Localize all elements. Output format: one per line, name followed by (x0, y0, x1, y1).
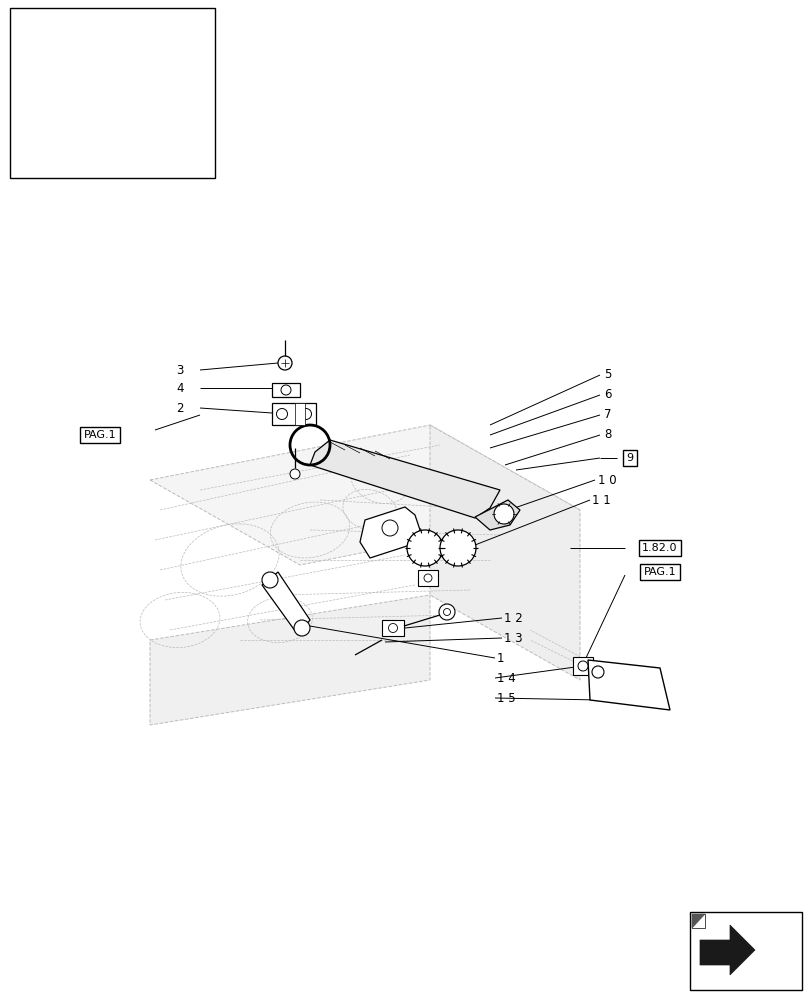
Polygon shape (474, 500, 519, 530)
Circle shape (290, 469, 299, 479)
Text: 1 0: 1 0 (597, 474, 616, 487)
Circle shape (277, 408, 287, 420)
Polygon shape (359, 507, 419, 558)
Circle shape (277, 356, 292, 370)
Text: PAG.1: PAG.1 (643, 567, 676, 577)
Polygon shape (587, 660, 669, 710)
Circle shape (443, 608, 450, 615)
Polygon shape (430, 425, 579, 680)
Polygon shape (262, 572, 310, 635)
Circle shape (262, 572, 277, 588)
Polygon shape (691, 914, 704, 928)
Bar (160, 108, 180, 120)
Circle shape (72, 132, 88, 148)
Circle shape (89, 92, 101, 104)
Polygon shape (272, 403, 315, 425)
Polygon shape (55, 125, 155, 165)
Text: 6: 6 (603, 388, 611, 401)
Text: 2: 2 (176, 401, 183, 414)
Circle shape (388, 624, 397, 633)
Text: 7: 7 (603, 408, 611, 422)
Circle shape (139, 140, 156, 156)
Circle shape (440, 530, 475, 566)
Polygon shape (45, 82, 185, 170)
Circle shape (439, 604, 454, 620)
Text: 1 3: 1 3 (504, 632, 522, 645)
Circle shape (281, 385, 290, 395)
Polygon shape (272, 383, 299, 397)
Polygon shape (150, 425, 579, 565)
Polygon shape (150, 595, 430, 725)
Circle shape (423, 574, 431, 582)
Bar (381, 620, 404, 636)
Polygon shape (55, 75, 135, 125)
Text: 1 5: 1 5 (496, 692, 515, 704)
Text: 1.82.0: 1.82.0 (642, 543, 677, 553)
Circle shape (294, 620, 310, 636)
Text: PAG.1: PAG.1 (84, 430, 116, 440)
Bar (418, 570, 437, 586)
Circle shape (124, 79, 135, 91)
Polygon shape (699, 925, 754, 975)
Text: 1 2: 1 2 (504, 611, 522, 624)
Bar (573, 657, 592, 675)
Circle shape (591, 666, 603, 678)
Text: 4: 4 (176, 381, 183, 394)
Circle shape (112, 147, 128, 163)
Text: 9: 9 (625, 453, 633, 463)
Text: 1 1: 1 1 (591, 493, 610, 506)
Polygon shape (310, 440, 500, 518)
Circle shape (160, 122, 176, 138)
Circle shape (577, 661, 587, 671)
Bar (689, 912, 801, 990)
Bar (10, 8, 215, 178)
Text: 5: 5 (603, 368, 611, 381)
Circle shape (69, 99, 81, 111)
Bar (294, 403, 305, 425)
Circle shape (300, 408, 311, 420)
Circle shape (381, 520, 397, 536)
Text: 8: 8 (603, 428, 611, 442)
Text: 3: 3 (176, 363, 183, 376)
Polygon shape (55, 55, 135, 100)
Circle shape (406, 530, 443, 566)
Circle shape (52, 122, 68, 138)
Text: 1 4: 1 4 (496, 672, 515, 684)
Polygon shape (691, 914, 704, 928)
Polygon shape (115, 125, 175, 165)
Circle shape (154, 84, 165, 96)
Bar (158, 95, 176, 105)
Text: 1: 1 (496, 652, 504, 664)
Circle shape (493, 504, 513, 524)
